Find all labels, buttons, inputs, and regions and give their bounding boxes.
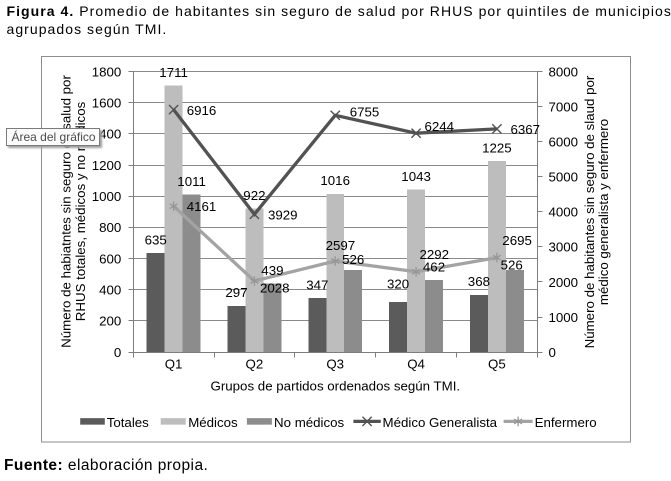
- svg-text:439: 439: [261, 263, 283, 278]
- svg-text:400: 400: [99, 283, 121, 298]
- svg-text:No médicos: No médicos: [274, 415, 345, 430]
- svg-text:7000: 7000: [549, 100, 579, 115]
- svg-text:2028: 2028: [260, 281, 290, 296]
- svg-text:Grupos de partidos ordenados s: Grupos de partidos ordenados según TMI.: [211, 379, 461, 394]
- svg-text:1600: 1600: [92, 96, 122, 111]
- svg-text:922: 922: [243, 188, 265, 203]
- svg-text:Q5: Q5: [488, 357, 506, 372]
- svg-text:2597: 2597: [326, 238, 356, 253]
- svg-text:1011: 1011: [177, 174, 206, 189]
- svg-text:320: 320: [387, 277, 409, 292]
- svg-text:1225: 1225: [482, 141, 512, 156]
- svg-text:3000: 3000: [549, 240, 579, 255]
- svg-text:6244: 6244: [425, 119, 455, 134]
- svg-text:1200: 1200: [92, 158, 122, 173]
- svg-text:1000: 1000: [549, 310, 579, 325]
- svg-text:3929: 3929: [268, 207, 298, 222]
- svg-text:462: 462: [423, 260, 445, 275]
- svg-text:5000: 5000: [549, 170, 579, 185]
- svg-text:Q4: Q4: [407, 357, 425, 372]
- svg-text:1800: 1800: [92, 64, 122, 79]
- svg-text:6000: 6000: [549, 135, 579, 150]
- svg-text:1016: 1016: [320, 173, 350, 188]
- svg-text:Enfermero: Enfermero: [535, 415, 597, 430]
- svg-text:526: 526: [342, 252, 364, 267]
- svg-text:1043: 1043: [401, 169, 431, 184]
- svg-text:0: 0: [114, 345, 121, 360]
- svg-text:Número de habitantes sin segur: Número de habitantes sin seguro de slaud…: [582, 75, 597, 348]
- svg-text:6755: 6755: [350, 104, 380, 119]
- svg-text:800: 800: [99, 220, 121, 235]
- svg-text:médico generalista y enfermero: médico generalista y enfermero: [596, 119, 611, 305]
- svg-text:1711: 1711: [159, 65, 188, 80]
- svg-text:347: 347: [306, 277, 328, 292]
- svg-text:Totales: Totales: [107, 415, 149, 430]
- svg-text:200: 200: [99, 314, 121, 329]
- svg-text:4000: 4000: [549, 205, 579, 220]
- svg-text:Q2: Q2: [246, 357, 264, 372]
- svg-text:6367: 6367: [511, 122, 541, 137]
- svg-text:635: 635: [145, 233, 167, 248]
- svg-text:RHUS totales, médicos y no méd: RHUS totales, médicos y no médicos: [73, 101, 88, 321]
- svg-text:0: 0: [549, 345, 556, 360]
- svg-text:1000: 1000: [92, 189, 122, 204]
- svg-text:2292: 2292: [420, 247, 450, 262]
- svg-text:2695: 2695: [502, 233, 532, 248]
- svg-text:368: 368: [468, 274, 490, 289]
- svg-text:Q1: Q1: [165, 357, 183, 372]
- svg-text:297: 297: [225, 285, 247, 300]
- svg-text:6916: 6916: [187, 103, 217, 118]
- svg-text:8000: 8000: [549, 64, 579, 79]
- svg-text:526: 526: [501, 257, 523, 272]
- svg-text:4161: 4161: [187, 199, 217, 214]
- svg-text:600: 600: [99, 251, 121, 266]
- svg-text:Q3: Q3: [326, 357, 344, 372]
- svg-text:Número de habiatntes sin segur: Número de habiatntes sin seguro de salud…: [59, 75, 74, 348]
- svg-text:Médicos: Médicos: [188, 415, 238, 430]
- svg-text:2000: 2000: [549, 275, 579, 290]
- svg-text:Médico Generalista: Médico Generalista: [383, 415, 498, 430]
